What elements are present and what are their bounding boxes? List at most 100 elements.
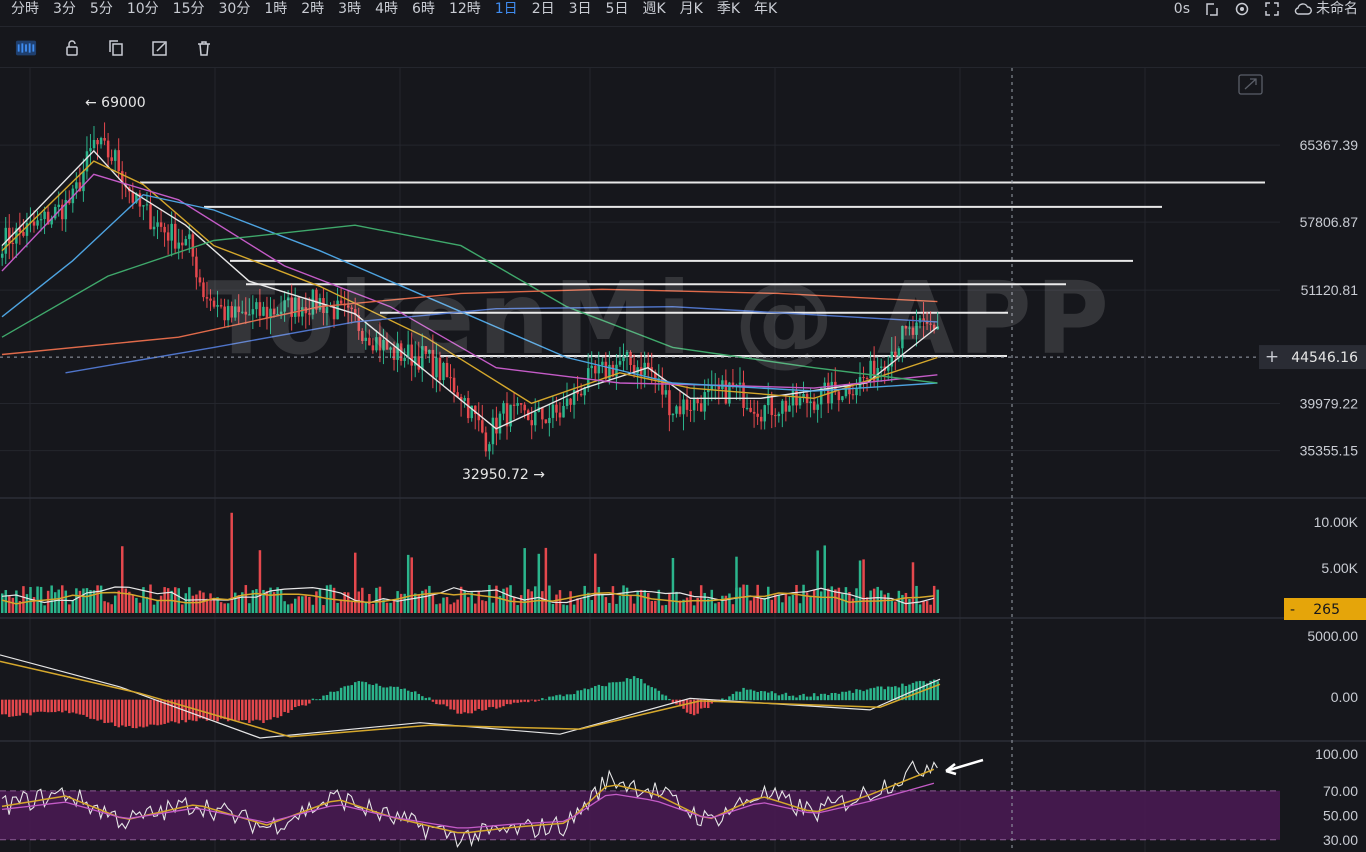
timeframe-tab[interactable]: 2日: [531, 1, 555, 17]
volume-bar: [248, 603, 251, 613]
macd-histogram-bar: [759, 690, 763, 701]
macd-histogram-bar: [166, 699, 170, 723]
candle-body: [901, 325, 904, 349]
timeframe-tab[interactable]: 月K: [679, 1, 703, 17]
volume-bar: [777, 594, 781, 613]
macd-histogram-bar: [625, 678, 629, 701]
macd-histogram-bar: [226, 699, 230, 722]
timeframe-tab[interactable]: 季K: [716, 1, 741, 17]
timeframe-tab[interactable]: 6時: [412, 1, 435, 17]
pattern-icon[interactable]: [15, 37, 37, 59]
timeframe-tab[interactable]: 1時: [264, 1, 288, 17]
fullscreen-corner-icon[interactable]: [1204, 1, 1220, 17]
axis-tick-label: 10.00K: [1314, 514, 1359, 530]
timeframe-tab[interactable]: 12時: [448, 1, 481, 17]
candle-body: [1, 253, 4, 258]
timeframe-tab[interactable]: 3日: [568, 1, 592, 17]
timeframe-tab[interactable]: 分時: [11, 1, 39, 17]
candle-body: [248, 314, 251, 316]
timeframe-tab[interactable]: 15分: [172, 1, 205, 17]
macd-histogram-bar: [442, 699, 445, 705]
macd-histogram-bar: [894, 686, 897, 701]
timeframe-tab[interactable]: 2時: [301, 1, 325, 17]
moving-average-line: [1, 149, 938, 430]
volume-bar: [156, 600, 159, 613]
volume-bar: [233, 592, 237, 613]
candle-body: [915, 322, 918, 335]
candle-body: [523, 404, 526, 411]
copy-icon[interactable]: [105, 37, 127, 59]
layout-save-button[interactable]: 未命名: [1294, 0, 1358, 18]
candle-body: [463, 398, 466, 401]
macd-histogram-bar: [53, 699, 57, 713]
volume-bar: [562, 604, 565, 613]
candle-body: [385, 339, 389, 350]
macd-histogram-bar: [283, 699, 286, 712]
kline-chart[interactable]: 65367.39 57806.87 51120.81 39979.22 35355.15…: [0, 68, 1366, 852]
volume-bar: [385, 602, 389, 613]
macd-histogram-bar: [488, 699, 491, 708]
volume-bar: [925, 601, 929, 613]
candle-body: [601, 361, 604, 365]
volume-bar: [675, 591, 678, 613]
macd-histogram-bar: [230, 699, 233, 720]
edit-icon[interactable]: [149, 37, 171, 59]
timeframe-tab[interactable]: 4時: [375, 1, 399, 17]
timeframe-tab[interactable]: 10分: [126, 1, 159, 17]
volume-bar: [551, 603, 555, 613]
candle-body: [435, 357, 438, 378]
volume-bar: [173, 587, 177, 613]
volume-bar: [523, 548, 526, 613]
candle-body: [654, 371, 657, 380]
axis-tick-label: 51120.81: [1301, 282, 1359, 298]
macd-histogram-bar: [548, 696, 551, 701]
moving-average-line: [1, 288, 938, 356]
macd-histogram-bar: [188, 699, 191, 720]
volume-bar: [618, 595, 622, 613]
volume-bar: [890, 600, 894, 613]
volume-bar: [534, 586, 537, 613]
trash-icon[interactable]: [193, 37, 215, 59]
candle-body: [82, 171, 85, 192]
timeframe-tab[interactable]: 週K: [642, 1, 666, 17]
volume-bar: [152, 604, 156, 613]
candle-body: [579, 393, 583, 396]
volume-bar: [22, 586, 25, 613]
gear-icon[interactable]: [1234, 1, 1250, 17]
macd-histogram-bar: [156, 699, 159, 726]
moving-averages: [1, 149, 938, 430]
expand-icon[interactable]: [1264, 1, 1280, 17]
timeframe-tab[interactable]: 年K: [754, 1, 778, 17]
macd-histogram-bar: [36, 699, 39, 712]
volume-bar: [537, 553, 541, 613]
timeframe-tab[interactable]: 3分: [53, 1, 76, 17]
macd-histogram-bar: [481, 699, 484, 711]
volume-bar: [96, 585, 99, 613]
macd-histogram-bar: [417, 693, 421, 701]
candle-body: [346, 305, 350, 308]
macd-histogram-bar: [537, 699, 541, 701]
macd-histogram-bar: [498, 699, 502, 708]
candle-body: [226, 306, 230, 321]
candle-body: [731, 382, 735, 386]
timeframe-tab[interactable]: 3時: [338, 1, 362, 17]
timeframe-tab[interactable]: 5分: [89, 1, 113, 17]
timeframe-tab[interactable]: 5日: [605, 1, 629, 17]
macd-histogram-bar: [29, 699, 32, 716]
candle-body: [255, 302, 258, 310]
macd-histogram-bar: [795, 697, 798, 701]
candle-body: [668, 390, 671, 416]
candle-body: [809, 401, 812, 404]
macd-histogram-bar: [219, 699, 223, 719]
candle-body: [572, 390, 576, 405]
timeframe-tab[interactable]: 30分: [218, 1, 251, 17]
candle-body: [25, 223, 29, 236]
candle-body: [57, 204, 60, 208]
lock-icon[interactable]: [61, 37, 83, 59]
candle-body: [392, 347, 396, 360]
candle-body: [703, 392, 706, 412]
volume-bar: [639, 589, 643, 613]
timeframe-tab[interactable]: 1日: [494, 1, 518, 17]
volume-bar: [509, 585, 512, 613]
volume-current-tag: [1284, 598, 1366, 620]
